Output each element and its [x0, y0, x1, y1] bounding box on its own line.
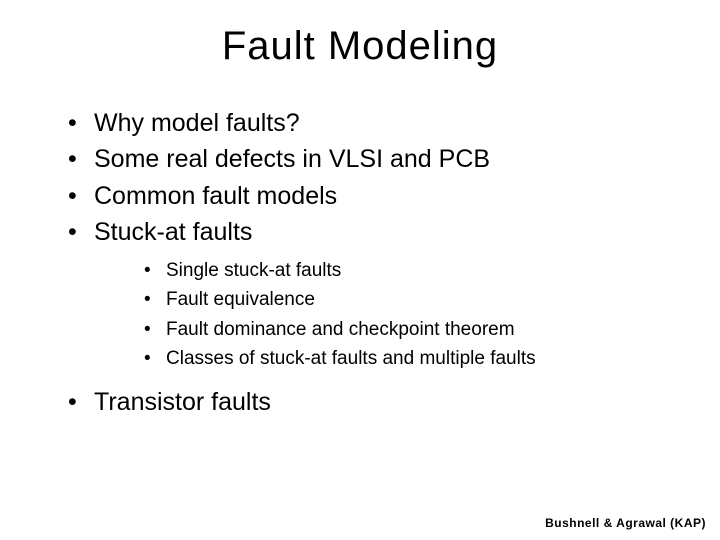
list-item: • Transistor faults	[68, 384, 720, 420]
bullet-icon: •	[68, 178, 94, 214]
bullet-icon: •	[144, 344, 166, 373]
list-item-text: Why model faults?	[94, 105, 300, 141]
list-item: • Fault dominance and checkpoint theorem	[144, 315, 720, 344]
bullet-icon: •	[144, 315, 166, 344]
list-item-text: Some real defects in VLSI and PCB	[94, 141, 490, 177]
bullet-icon: •	[68, 105, 94, 141]
list-item-text: Common fault models	[94, 178, 337, 214]
list-item: • Classes of stuck-at faults and multipl…	[144, 344, 720, 373]
bullet-icon: •	[68, 214, 94, 250]
list-item-text: Fault dominance and checkpoint theorem	[166, 315, 515, 344]
footer-attribution: Bushnell & Agrawal (KAP)	[545, 516, 706, 530]
list-item-text: Classes of stuck-at faults and multiple …	[166, 344, 536, 373]
slide-title: Fault Modeling	[0, 24, 720, 69]
list-item-text: Fault equivalence	[166, 285, 315, 314]
bullet-icon: •	[68, 384, 94, 420]
main-bullet-list: • Why model faults? • Some real defects …	[0, 105, 720, 250]
list-item: • Common fault models	[68, 178, 720, 214]
list-item: • Single stuck-at faults	[144, 256, 720, 285]
list-item: • Fault equivalence	[144, 285, 720, 314]
slide: Fault Modeling • Why model faults? • Som…	[0, 0, 720, 540]
main-bullet-list-continued: • Transistor faults	[0, 384, 720, 420]
list-item-text: Single stuck-at faults	[166, 256, 341, 285]
sub-bullet-list: • Single stuck-at faults • Fault equival…	[0, 256, 720, 374]
list-item-text: Stuck-at faults	[94, 214, 252, 250]
bullet-icon: •	[144, 256, 166, 285]
bullet-icon: •	[144, 285, 166, 314]
bullet-icon: •	[68, 141, 94, 177]
list-item: • Why model faults?	[68, 105, 720, 141]
list-item: • Stuck-at faults	[68, 214, 720, 250]
list-item-text: Transistor faults	[94, 384, 271, 420]
list-item: • Some real defects in VLSI and PCB	[68, 141, 720, 177]
